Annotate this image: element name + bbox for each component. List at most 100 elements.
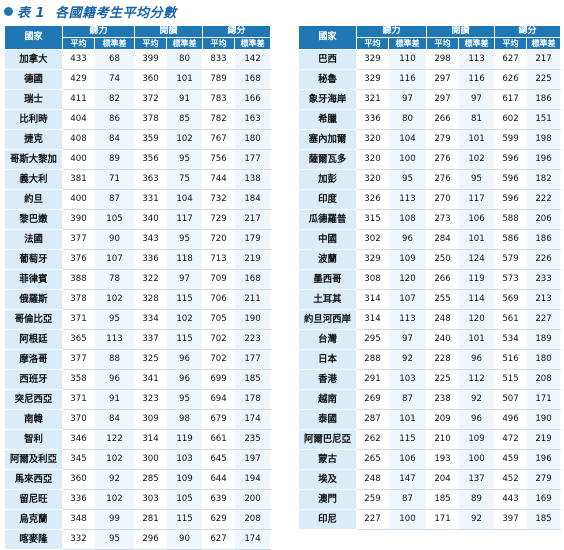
sd-cell: 74 bbox=[93, 69, 136, 90]
mean-score-cell: 308 bbox=[356, 269, 389, 290]
mean-score-cell: 496 bbox=[494, 409, 528, 430]
mean-score-cell: 325 bbox=[134, 349, 168, 370]
sd-cell: 97 bbox=[387, 329, 428, 350]
header-reading: 閱讀 bbox=[134, 25, 204, 38]
sd-cell: 227 bbox=[526, 309, 562, 330]
country-name: 義大利 bbox=[4, 169, 63, 190]
table-row: 智利 346 122 314 119 661 235 bbox=[4, 429, 272, 450]
mean-score-cell: 732 bbox=[202, 189, 236, 210]
sd-cell: 115 bbox=[166, 289, 204, 310]
table-row: 馬來西亞 360 92 285 109 644 194 bbox=[4, 469, 272, 490]
mean-score-cell: 265 bbox=[356, 449, 389, 470]
country-name: 摩洛哥 bbox=[4, 349, 63, 370]
sd-cell: 119 bbox=[458, 269, 496, 290]
country-name: 土耳其 bbox=[298, 289, 357, 310]
country-name: 墨西哥 bbox=[298, 269, 357, 290]
sd-cell: 108 bbox=[387, 209, 428, 230]
sd-cell: 85 bbox=[166, 109, 204, 130]
mean-score-cell: 744 bbox=[202, 169, 236, 190]
sd-cell: 101 bbox=[166, 69, 204, 90]
mean-score-cell: 789 bbox=[202, 69, 236, 90]
header-row-sub: 平均 標準差 平均 標準差 平均 標準差 bbox=[299, 37, 562, 50]
sd-cell: 101 bbox=[387, 409, 428, 430]
mean-score-cell: 702 bbox=[202, 349, 236, 370]
sd-cell: 117 bbox=[458, 189, 496, 210]
header-row-groups: 國家 聽力 閱讀 總分 bbox=[298, 25, 562, 50]
header-sd: 標準差 bbox=[93, 37, 136, 50]
sd-cell: 90 bbox=[166, 529, 204, 550]
sd-cell: 163 bbox=[234, 109, 272, 130]
mean-score-cell: 365 bbox=[62, 329, 95, 350]
mean-score-cell: 288 bbox=[356, 349, 389, 370]
country-name: 烏克蘭 bbox=[4, 509, 63, 530]
sd-cell: 186 bbox=[526, 89, 562, 110]
header-mean: 平均 bbox=[426, 37, 460, 50]
sd-cell: 116 bbox=[387, 69, 428, 90]
mean-score-cell: 240 bbox=[426, 329, 460, 350]
table-row: 巴西 329 110 298 113 627 217 bbox=[298, 49, 562, 70]
country-name: 阿根廷 bbox=[4, 329, 63, 350]
mean-score-cell: 599 bbox=[494, 129, 528, 150]
country-name: 中國 bbox=[298, 229, 357, 250]
sd-cell: 171 bbox=[526, 389, 562, 410]
scores-table-left: 國家 聽力 閱讀 總分 平均 標準差 平均 標準差 平均 標準差 加拿大 433 6… bbox=[4, 25, 272, 550]
country-name: 黎巴嫩 bbox=[4, 209, 63, 230]
country-name: 越南 bbox=[298, 389, 357, 410]
header-sd: 標準差 bbox=[166, 37, 204, 50]
country-name: 加彭 bbox=[298, 169, 357, 190]
mean-score-cell: 706 bbox=[202, 289, 236, 310]
table-row: 塞內加爾 320 104 279 101 599 198 bbox=[298, 129, 562, 150]
mean-score-cell: 273 bbox=[426, 209, 460, 230]
table-row: 捷克 408 84 359 102 767 180 bbox=[4, 129, 272, 150]
country-name: 德國 bbox=[4, 69, 63, 90]
country-name: 留尼旺 bbox=[4, 489, 63, 510]
sd-cell: 92 bbox=[387, 349, 428, 370]
sd-cell: 96 bbox=[166, 369, 204, 390]
mean-score-cell: 329 bbox=[356, 49, 389, 70]
mean-score-cell: 321 bbox=[356, 89, 389, 110]
mean-score-cell: 378 bbox=[62, 289, 95, 310]
mean-score-cell: 228 bbox=[426, 349, 460, 370]
mean-score-cell: 429 bbox=[62, 69, 95, 90]
mean-score-cell: 629 bbox=[202, 509, 236, 530]
sd-cell: 99 bbox=[93, 509, 136, 530]
sd-cell: 233 bbox=[526, 269, 562, 290]
sd-cell: 102 bbox=[458, 149, 496, 170]
sd-cell: 222 bbox=[526, 189, 562, 210]
mean-score-cell: 227 bbox=[356, 509, 389, 530]
sd-cell: 138 bbox=[234, 169, 272, 190]
sd-cell: 95 bbox=[166, 149, 204, 170]
mean-score-cell: 702 bbox=[202, 329, 236, 350]
header-sd: 標準差 bbox=[234, 37, 272, 50]
mean-score-cell: 336 bbox=[356, 109, 389, 130]
sd-cell: 92 bbox=[93, 469, 136, 490]
sd-cell: 84 bbox=[93, 409, 136, 430]
mean-score-cell: 358 bbox=[62, 369, 95, 390]
sd-cell: 122 bbox=[93, 429, 136, 450]
table-row: 波蘭 329 109 250 124 579 226 bbox=[298, 249, 562, 270]
mean-score-cell: 602 bbox=[494, 109, 528, 130]
sd-cell: 100 bbox=[458, 449, 496, 470]
mean-score-cell: 302 bbox=[356, 229, 389, 250]
sd-cell: 142 bbox=[234, 49, 272, 70]
country-name: 泰國 bbox=[298, 409, 357, 430]
mean-score-cell: 284 bbox=[426, 229, 460, 250]
sd-cell: 104 bbox=[387, 129, 428, 150]
sd-cell: 180 bbox=[234, 129, 272, 150]
mean-score-cell: 336 bbox=[62, 489, 95, 510]
table-row: 日本 288 92 228 96 516 180 bbox=[298, 349, 562, 370]
table-row: 約旦 400 87 331 104 732 184 bbox=[4, 189, 272, 210]
mean-score-cell: 346 bbox=[62, 429, 95, 450]
bullet-icon bbox=[4, 6, 13, 16]
mean-score-cell: 262 bbox=[356, 429, 389, 450]
table-row: 黎巴嫩 390 105 340 117 729 217 bbox=[4, 209, 272, 230]
mean-score-cell: 281 bbox=[134, 509, 168, 530]
header-total: 總分 bbox=[202, 25, 272, 38]
country-name: 約旦 bbox=[4, 189, 63, 210]
country-name: 秘魯 bbox=[298, 69, 357, 90]
sd-cell: 80 bbox=[387, 109, 428, 130]
table-row: 阿爾及利亞 345 102 300 103 645 197 bbox=[4, 449, 272, 470]
sd-cell: 179 bbox=[234, 229, 272, 250]
sd-cell: 95 bbox=[93, 309, 136, 330]
table-row: 摩洛哥 377 88 325 96 702 177 bbox=[4, 349, 272, 370]
